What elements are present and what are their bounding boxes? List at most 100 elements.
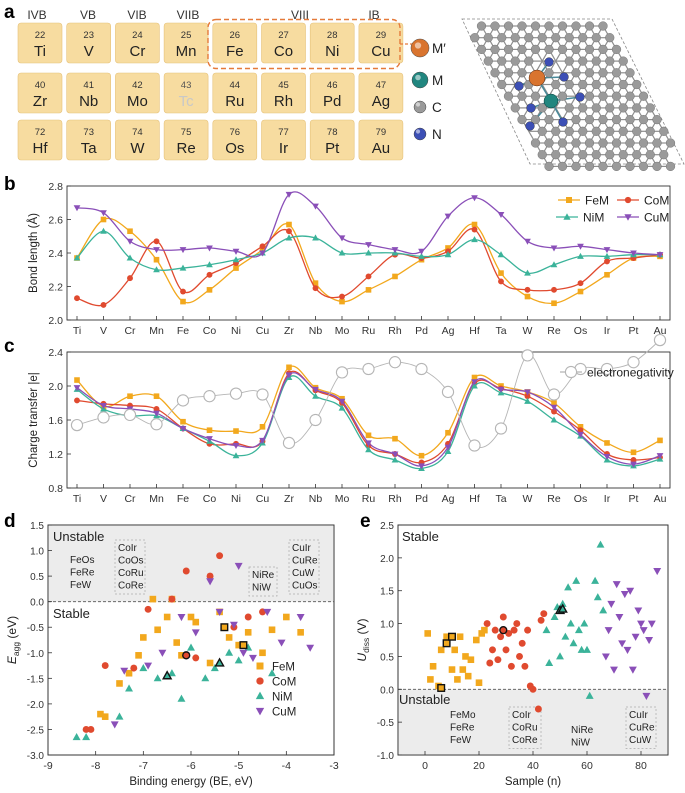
element-cell-Pd: 46 Pd [309, 72, 355, 114]
data-point [201, 674, 210, 682]
data-point [153, 247, 160, 254]
carbon-atom [618, 79, 628, 90]
data-point [135, 652, 142, 659]
data-point [244, 613, 252, 621]
data-point [513, 620, 521, 628]
data-point [365, 273, 372, 280]
data-point [178, 652, 185, 659]
y-tick-label: 2.8 [48, 181, 63, 193]
x-tick-label: -8 [91, 760, 100, 772]
highlighted-point [182, 651, 191, 660]
carbon-atom [530, 138, 541, 148]
y-tick-label: -2.5 [27, 725, 45, 736]
legend-label: CuM [272, 707, 296, 719]
y-tick-label: 1.0 [380, 620, 394, 631]
atomic-number: 47 [376, 80, 387, 91]
atomic-number: 75 [181, 127, 192, 138]
element-symbol: Fe [226, 43, 244, 60]
chart-legend: FeM CoM NiM CuM [556, 194, 669, 225]
annotation-text: FeW [70, 580, 92, 591]
data-point [168, 595, 176, 603]
data-point [630, 449, 637, 456]
carbon-atom [557, 44, 568, 55]
data-point [550, 404, 558, 411]
data-point [444, 251, 452, 258]
data-point [637, 620, 645, 628]
carbon-atom [578, 150, 588, 160]
element-cell-V: 23 V [66, 22, 111, 64]
data-point [72, 732, 81, 741]
data-point [577, 288, 584, 295]
data-point [630, 457, 637, 463]
element-cell-Co: 27 Co [261, 22, 306, 64]
carbon-atom [564, 56, 574, 66]
x-tick-label: 80 [635, 760, 647, 772]
annotation-text: NiRe [571, 725, 594, 736]
legend-item-CuM: CuM [255, 707, 296, 719]
data-point [100, 227, 107, 234]
x-tick-label: Ta [495, 325, 506, 337]
carbon-atom [483, 33, 493, 43]
y-axis-label-sub: agg [11, 642, 21, 656]
x-tick-label: Pt [629, 325, 639, 337]
carbon-atom [645, 103, 655, 113]
y-tick-label: 0.0 [380, 685, 394, 696]
data-point [443, 633, 450, 641]
data-point [502, 646, 510, 654]
x-tick-label: Pd [415, 493, 428, 505]
x-tick-label: W [523, 493, 533, 505]
data-point [600, 362, 614, 376]
data-point [418, 452, 425, 459]
atom-legend-marker [410, 38, 430, 58]
element-cell-bg [17, 72, 63, 114]
data-point [153, 406, 160, 412]
element-cell-Nb: 41 Nb [66, 72, 111, 114]
carbon-atom [638, 91, 649, 101]
data-point [235, 641, 242, 649]
data-point [206, 261, 213, 268]
carbon-atom [537, 33, 547, 43]
carbon-atom [476, 44, 487, 55]
carbon-atom [584, 21, 595, 31]
carbon-atom [645, 126, 655, 136]
data-point [448, 666, 456, 673]
x-tick-label: Cr [124, 493, 136, 505]
x-tick-label: Ru [362, 325, 376, 337]
element-cell-Cr: 24 Cr [115, 22, 160, 64]
annotation-text: FeMo [450, 710, 476, 721]
data-point [551, 300, 557, 307]
group-label: IB [368, 8, 379, 22]
carbon-atom [578, 79, 588, 90]
element-cell-bg [163, 72, 209, 114]
data-point [657, 437, 663, 444]
data-point [286, 228, 292, 235]
data-point [206, 572, 214, 580]
element-cell-bg [212, 72, 258, 114]
data-point [97, 411, 110, 424]
x-tick-label: -4 [282, 760, 291, 772]
carbon-atom [571, 114, 581, 125]
data-point [177, 694, 186, 702]
data-point [249, 654, 257, 663]
data-point [339, 293, 345, 300]
data-point [499, 613, 507, 621]
carbon-atom [517, 44, 527, 55]
element-symbol: Nb [79, 93, 98, 110]
data-point [187, 643, 195, 651]
data-point [444, 213, 452, 220]
data-point [566, 619, 575, 627]
data-point [630, 461, 637, 468]
carbon-atom [524, 56, 534, 66]
carbon-atom [537, 150, 547, 160]
data-point [100, 210, 107, 217]
carbon-atom [503, 68, 514, 78]
data-point [591, 576, 600, 584]
scatter-points [72, 552, 315, 741]
data-point [561, 632, 570, 640]
element-symbol: W [130, 140, 145, 157]
y-tick-label: 0.0 [30, 598, 44, 609]
atom-legend-label: M′ [432, 41, 446, 56]
data-point [542, 626, 551, 634]
carbon-atom [510, 103, 520, 113]
data-point [392, 435, 398, 442]
